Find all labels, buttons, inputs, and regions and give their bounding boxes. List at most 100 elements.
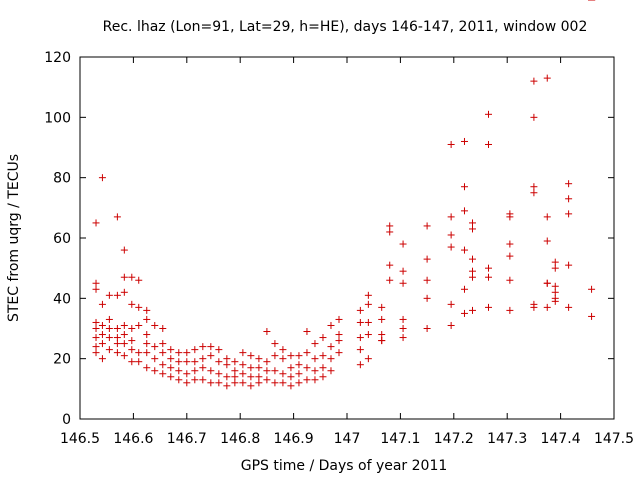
data-point [239,349,247,357]
data-point [287,364,295,372]
data-point [364,300,372,308]
data-point [356,334,364,342]
data-point [485,264,493,272]
data-point [460,137,468,145]
data-point [399,279,407,287]
chart-title: Rec. lhaz (Lon=91, Lat=29, h=HE), days 1… [103,19,588,35]
data-point [105,291,113,299]
data-point [207,367,215,375]
data-point [279,355,287,363]
data-point [327,343,335,351]
data-point [199,364,207,372]
data-point [364,291,372,299]
data-point [295,379,303,387]
data-point [92,334,100,342]
data-point [167,355,175,363]
data-point [120,321,128,329]
data-point [543,279,551,287]
data-point [175,349,183,357]
data-point [247,352,255,360]
data-point [386,222,394,230]
data-point [120,352,128,360]
data-point [386,261,394,269]
data-point [378,331,386,339]
data-point [207,343,215,351]
data-point [311,355,319,363]
data-point [319,364,327,372]
x-tick-label: 146.5 [60,431,100,447]
data-point [231,358,239,366]
data-point [92,285,100,293]
y-tick-label: 120 [44,50,71,66]
data-point [167,373,175,381]
data-point [386,228,394,236]
data-point [335,331,343,339]
data-point [319,352,327,360]
data-point [215,358,223,366]
data-point [113,291,121,299]
data-point [191,346,199,354]
data-point [215,379,223,387]
data-point [364,318,372,326]
data-point [191,367,199,375]
data-point [231,379,239,387]
data-point [460,285,468,293]
data-point [92,325,100,332]
data-point [135,321,143,329]
data-point [128,337,136,345]
data-point [468,267,476,275]
data-point [551,297,559,305]
data-point [399,334,407,342]
data-point [311,376,319,384]
data-point [223,361,231,369]
data-point [447,140,455,148]
x-tick-label: 146.6 [113,431,153,447]
data-point [255,364,263,372]
data-point [543,213,551,221]
data-point [543,303,551,311]
x-axis-label: GPS time / Days of year 2011 [241,458,448,474]
data-point [303,364,311,372]
data-point [223,355,231,363]
data-point [215,370,223,378]
data-point [485,273,493,281]
data-point [143,306,151,314]
plot-frame [79,56,615,420]
data-point [423,255,431,263]
data-point [485,140,493,148]
data-point [303,376,311,384]
data-point [175,367,183,375]
data-point [255,355,263,363]
data-point [135,349,143,357]
data-point [565,195,573,203]
data-point [105,315,113,323]
x-tick-label: 147.4 [541,431,581,447]
data-point [98,355,106,363]
data-point [92,219,100,227]
data-point [447,213,455,221]
data-point [151,367,159,375]
data-point [327,367,335,375]
data-point [447,243,455,251]
data-point [143,331,151,339]
x-tick-label: 147 [334,431,361,447]
data-point [255,373,263,381]
data-point [98,321,106,329]
data-point [128,300,136,308]
data-point [543,74,551,82]
data-point [231,367,239,375]
data-point [207,379,215,387]
data-point [120,331,128,339]
data-point [485,110,493,118]
data-point [378,337,386,345]
data-point [279,379,287,387]
data-point [120,246,128,254]
data-point [105,325,113,332]
y-tick-label: 40 [53,291,71,307]
data-point [128,358,136,366]
data-point [423,294,431,302]
data-point [191,358,199,366]
x-tick-label: 147.2 [434,431,474,447]
data-point [364,331,372,339]
data-point [151,355,159,363]
